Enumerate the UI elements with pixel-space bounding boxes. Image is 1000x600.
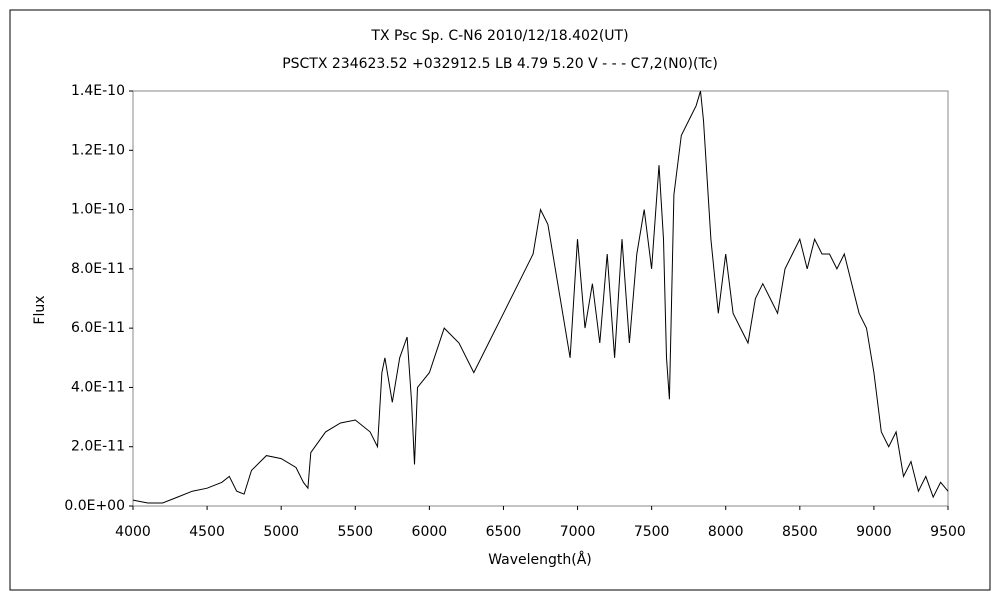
x-tick-label: 9000	[856, 524, 892, 540]
x-tick-label: 9500	[930, 524, 966, 540]
y-tick-label: 6.0E-11	[71, 320, 125, 336]
x-tick-label: 4000	[115, 524, 151, 540]
y-tick-label: 1.0E-10	[71, 202, 125, 218]
spectrum-line	[132, 90, 949, 504]
x-tick-label: 8000	[708, 524, 744, 540]
y-tick-label: 0.0E+00	[64, 498, 125, 514]
x-tick-label: 8500	[782, 524, 818, 540]
x-tick-label: 7500	[634, 524, 670, 540]
y-tick-label: 1.2E-10	[71, 142, 125, 158]
x-tick-label: 4500	[189, 524, 225, 540]
y-tick-label: 2.0E-11	[71, 439, 125, 455]
x-axis-label: Wavelength(Å)	[488, 551, 592, 568]
y-tick-label: 1.4E-10	[71, 83, 125, 99]
chart-title: TX Psc Sp. C-N6 2010/12/18.402(UT)	[370, 28, 628, 44]
x-tick-label: 6000	[412, 524, 448, 540]
y-tick-label: 8.0E-11	[71, 261, 125, 277]
x-tick-label: 5000	[263, 524, 299, 540]
y-axis-label: Flux	[32, 295, 48, 324]
chart-subtitle: PSCTX 234623.52 +032912.5 LB 4.79 5.20 V…	[282, 56, 718, 72]
x-tick-label: 7000	[560, 524, 596, 540]
x-tick-label: 5500	[337, 524, 373, 540]
y-tick-label: 4.0E-11	[71, 379, 125, 395]
plot-frame	[132, 90, 949, 507]
chart-border	[9, 9, 991, 591]
x-tick-label: 6500	[486, 524, 522, 540]
